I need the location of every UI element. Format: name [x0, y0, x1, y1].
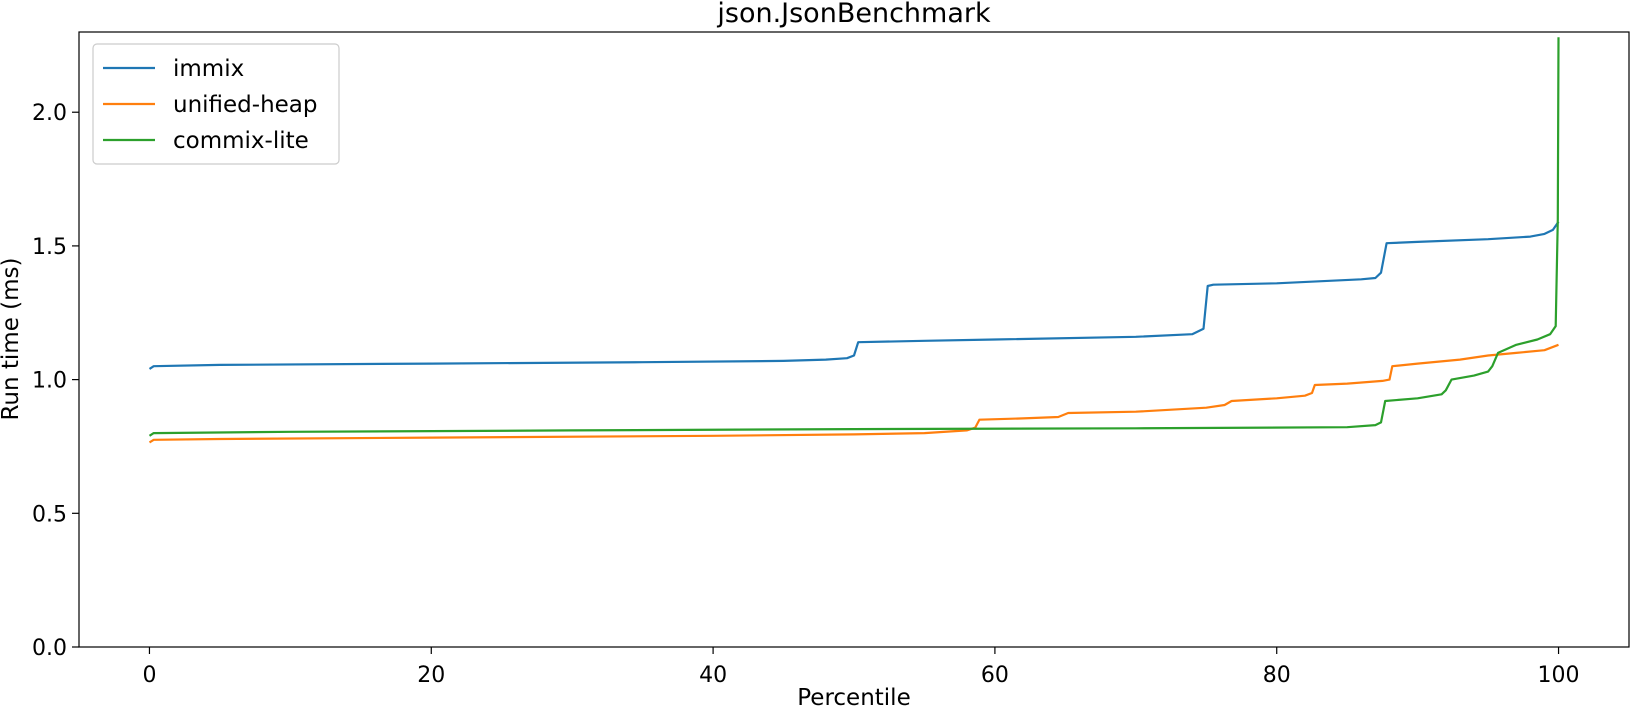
y-tick-label: 1.0 — [32, 369, 67, 394]
legend-label-unified-heap: unified-heap — [173, 92, 318, 118]
x-tick-label: 60 — [981, 663, 1009, 688]
legend-label-immix: immix — [173, 56, 244, 82]
legend: immix unified-heap commix-lite — [92, 43, 340, 165]
x-tick-label: 40 — [699, 663, 727, 688]
series-line-immix — [148, 221, 1560, 370]
series-layer — [148, 37, 1560, 444]
y-tick-label: 2.0 — [32, 101, 67, 126]
y-axis-label: Run time (ms) — [0, 257, 24, 420]
series-line-commix-lite — [148, 37, 1560, 437]
chart-title: json.JsonBenchmark — [716, 0, 991, 29]
x-axis-label: Percentile — [797, 685, 910, 710]
legend-label-commix-lite: commix-lite — [173, 128, 309, 154]
y-tick-label: 0.0 — [32, 636, 67, 661]
y-tick-label: 1.5 — [32, 235, 67, 260]
plot-frame — [78, 31, 1630, 648]
x-tick-label: 20 — [417, 663, 445, 688]
x-tick-label: 80 — [1263, 663, 1291, 688]
x-tick-label: 0 — [142, 663, 156, 688]
series-line-unified-heap — [148, 343, 1559, 444]
legend-box — [92, 43, 340, 165]
x-axis: 0 20 40 60 80 100 — [142, 647, 1580, 688]
y-tick-label: 0.5 — [32, 502, 67, 527]
x-tick-label: 100 — [1538, 663, 1580, 688]
y-axis: 0.0 0.5 1.0 1.5 2.0 — [32, 101, 79, 661]
